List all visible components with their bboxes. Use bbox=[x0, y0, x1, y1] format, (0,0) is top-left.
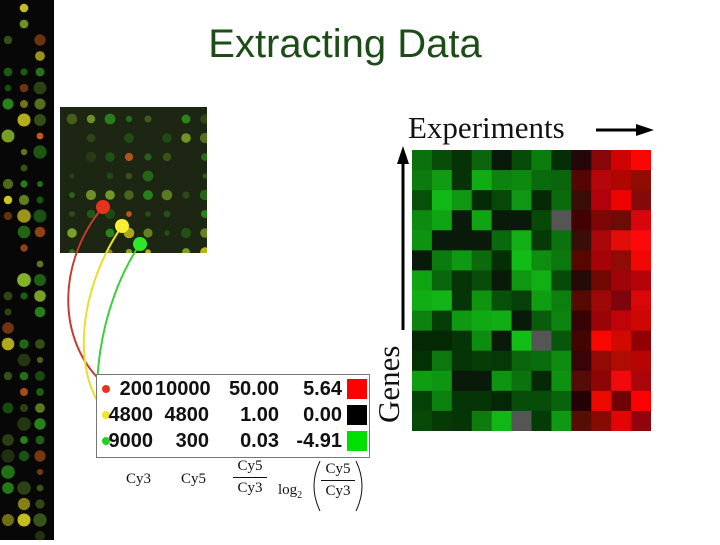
microarray-strip-image bbox=[0, 0, 54, 541]
log-prefix: log bbox=[278, 482, 298, 498]
experiments-arrow bbox=[596, 124, 654, 136]
yellow-row-marker bbox=[102, 411, 110, 419]
cy3-column-label: Cy3 bbox=[126, 471, 152, 487]
ratio-numerator: Cy5 bbox=[237, 458, 263, 474]
log-base: 2 bbox=[297, 490, 303, 501]
expression-heatmap bbox=[412, 150, 651, 431]
intensity-table: 200 10000 50.00 5.64 4800 4800 1.00 0.00… bbox=[96, 374, 370, 458]
cy5-value: 4800 bbox=[164, 404, 210, 426]
experiments-label: Experiments bbox=[408, 110, 565, 145]
red-row-marker bbox=[102, 385, 110, 393]
microarray-spot-inset-image bbox=[60, 107, 211, 257]
log-ratio-value: 0.00 bbox=[303, 404, 342, 426]
genes-label: Genes bbox=[371, 345, 406, 423]
ratio-value: 1.00 bbox=[240, 404, 279, 426]
table-row: 4800 4800 1.00 0.00 bbox=[97, 403, 347, 427]
cy5-value: 10000 bbox=[155, 378, 211, 400]
table-row: 200 10000 50.00 5.64 bbox=[97, 377, 347, 401]
log-numerator: Cy5 bbox=[325, 461, 351, 477]
color-swatch-green bbox=[347, 431, 367, 451]
log-ratio-value: 5.64 bbox=[303, 378, 342, 400]
cy3-value: 4800 bbox=[108, 404, 154, 426]
log-parentheses bbox=[313, 460, 363, 512]
log-ratio-value: -4.91 bbox=[296, 430, 342, 452]
green-row-marker bbox=[102, 437, 110, 445]
ratio-formula: Cy5 Cy3 bbox=[233, 458, 267, 497]
color-swatch-black bbox=[347, 405, 367, 425]
fraction-bar bbox=[233, 477, 267, 478]
ratio-value: 0.03 bbox=[240, 430, 279, 452]
ratio-value: 50.00 bbox=[228, 378, 279, 400]
cy3-value: 9000 bbox=[108, 430, 154, 452]
color-swatch-red bbox=[347, 379, 367, 399]
fraction-bar bbox=[321, 480, 355, 481]
log-denominator: Cy3 bbox=[325, 483, 351, 499]
cy5-column-label: Cy5 bbox=[181, 471, 207, 487]
cy3-value: 200 bbox=[119, 378, 153, 400]
genes-arrow bbox=[397, 146, 409, 330]
table-row: 9000 300 0.03 -4.91 bbox=[97, 429, 347, 453]
slide-title: Extracting Data bbox=[208, 22, 482, 66]
ratio-denominator: Cy3 bbox=[237, 480, 263, 496]
cy5-value: 300 bbox=[175, 430, 209, 452]
